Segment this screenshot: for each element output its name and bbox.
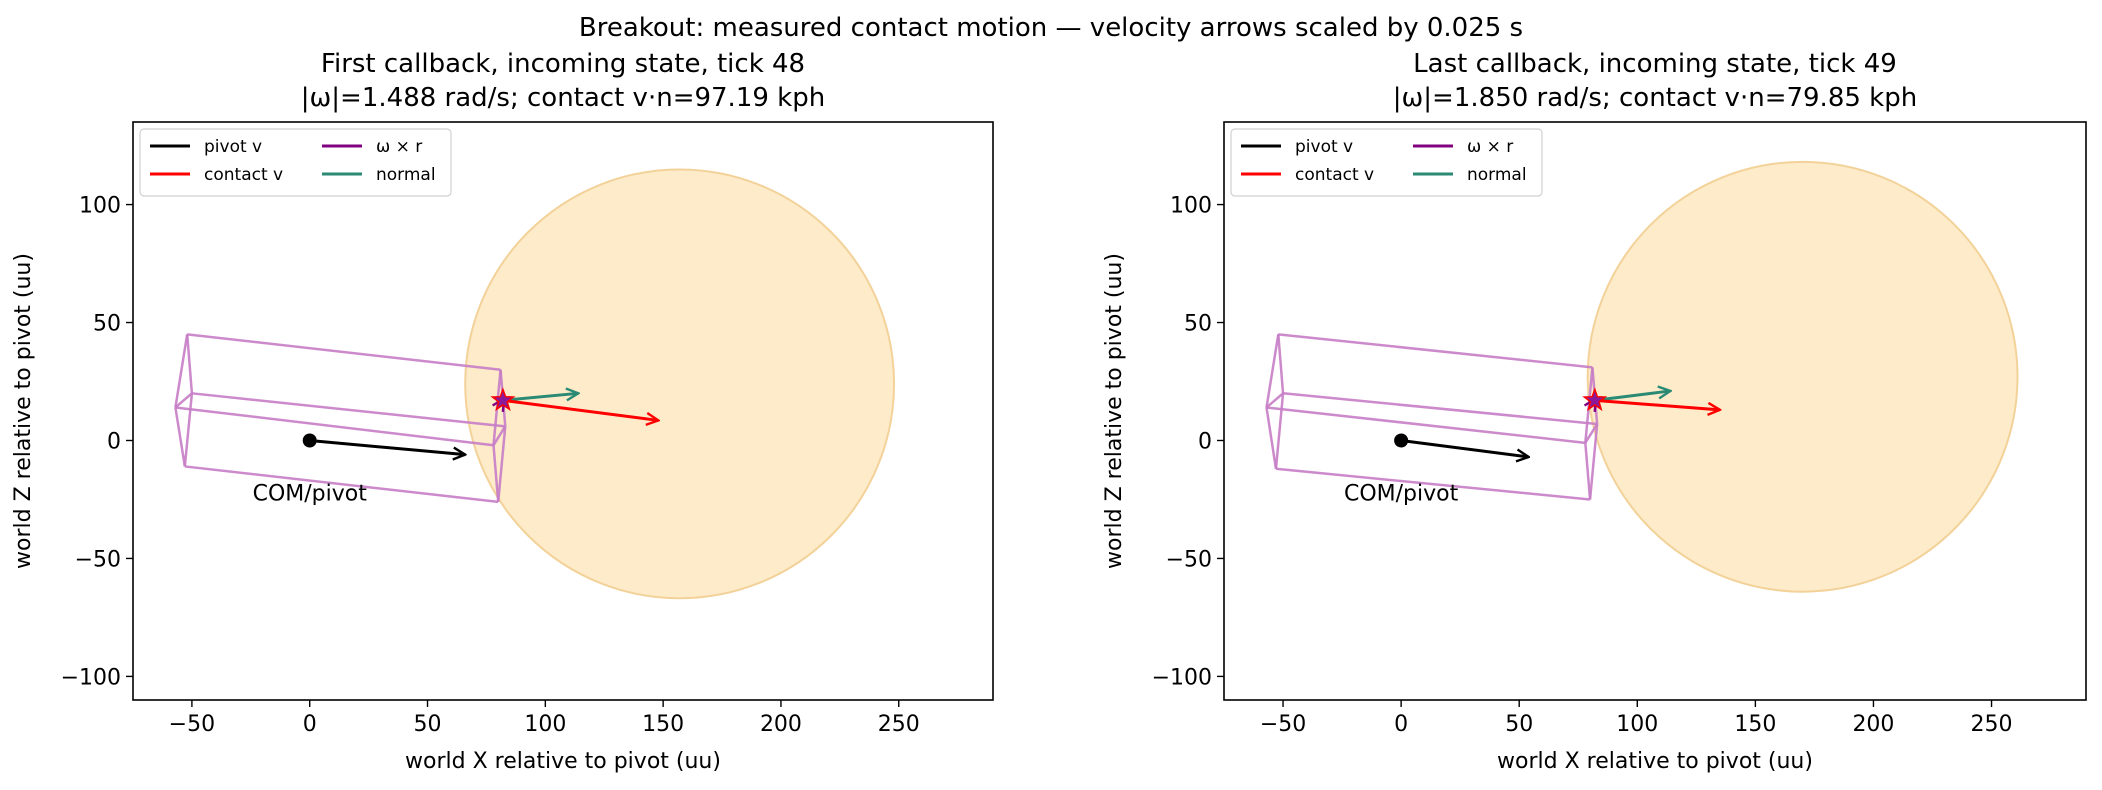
car-hitbox-edge xyxy=(174,334,189,408)
car-hitbox-edge xyxy=(492,445,500,502)
legend-label: normal xyxy=(376,165,436,185)
x-tick-label: 250 xyxy=(1971,712,2013,737)
y-tick-label: 50 xyxy=(93,312,121,337)
pivot-label: COM/pivot xyxy=(1344,481,1459,506)
pivot-label: COM/pivot xyxy=(253,481,368,506)
chart-title: Last callback, incoming state, tick 49 xyxy=(1413,49,1897,79)
car-hitbox-edge xyxy=(1265,392,1284,409)
y-axis-label: world Z relative to pivot (uu) xyxy=(11,253,36,569)
car-hitbox-edge xyxy=(1275,467,1591,501)
x-tick-label: −50 xyxy=(169,712,215,737)
car-hitbox-edge xyxy=(1588,423,1599,500)
x-tick-label: 100 xyxy=(1616,712,1658,737)
x-tick-label: 200 xyxy=(1852,712,1894,737)
figure-suptitle: Breakout: measured contact motion — velo… xyxy=(579,13,1523,43)
contact-point-marker xyxy=(490,387,516,412)
pivot-point xyxy=(1394,433,1409,448)
legend-frame xyxy=(1230,128,1543,197)
pivot-point xyxy=(302,433,317,448)
x-tick-label: 50 xyxy=(1505,712,1533,737)
car-hitbox-edge xyxy=(1266,406,1586,445)
y-tick-label: −50 xyxy=(1166,547,1212,572)
x-tick-label: 150 xyxy=(642,712,684,737)
car-hitbox-edge xyxy=(1277,334,1285,394)
y-tick-label: −100 xyxy=(61,665,121,690)
y-tick-label: −50 xyxy=(75,547,121,572)
y-tick-label: 100 xyxy=(79,194,121,219)
x-tick-label: −50 xyxy=(1260,712,1306,737)
x-tick-label: 50 xyxy=(414,712,442,737)
legend-label: ω × r xyxy=(1467,137,1513,157)
x-axis-label: world X relative to pivot (uu) xyxy=(1497,749,1813,774)
legend-label: contact v xyxy=(204,165,283,185)
chart-panel-1: First callback, incoming state, tick 48 |… xyxy=(11,49,994,774)
arrow-contact-v xyxy=(1594,398,1720,409)
legend-label: pivot v xyxy=(204,137,262,157)
plot-area: COM/pivot xyxy=(1265,160,2019,593)
legend-label: normal xyxy=(1467,165,1527,185)
car-hitbox-edge xyxy=(1278,333,1593,369)
legend-label: contact v xyxy=(1295,165,1374,185)
arrow-pivot-v xyxy=(1400,439,1529,457)
legend-frame xyxy=(139,128,452,197)
x-tick-label: 150 xyxy=(1734,712,1776,737)
car-hitbox-edge xyxy=(174,407,187,467)
legend: pivot v contact v ω × r normal xyxy=(1230,128,1543,197)
ball xyxy=(1586,160,2019,593)
y-axis-label: world Z relative to pivot (uu) xyxy=(1102,253,1127,569)
car-hitbox-edge xyxy=(1265,334,1280,408)
x-tick-label: 100 xyxy=(524,712,566,737)
arrow-normal xyxy=(502,393,578,402)
legend-label: ω × r xyxy=(376,137,422,157)
car-hitbox-edge xyxy=(1274,393,1285,469)
car-hitbox-edge xyxy=(183,393,194,467)
legend: pivot v contact v ω × r normal xyxy=(139,128,452,197)
car-hitbox-edge xyxy=(174,392,193,409)
chart-title: First callback, incoming state, tick 48 xyxy=(321,49,805,79)
car-hitbox-edge xyxy=(1584,423,1599,444)
contact-point-marker xyxy=(1582,387,1608,412)
car-hitbox-edge xyxy=(1584,442,1592,500)
ball xyxy=(464,168,896,600)
y-tick-label: 50 xyxy=(1184,312,1212,337)
chart-subtitle: |ω|=1.488 rad/s; contact v·n=97.19 kph xyxy=(301,83,825,113)
chart-panel-2: Last callback, incoming state, tick 49 |ω… xyxy=(1102,49,2087,774)
plot-area: COM/pivot xyxy=(174,168,896,600)
x-tick-label: 0 xyxy=(1394,712,1408,737)
y-tick-label: 0 xyxy=(1198,429,1212,454)
y-tick-label: 100 xyxy=(1170,194,1212,219)
legend-label: pivot v xyxy=(1295,137,1353,157)
car-hitbox-edge xyxy=(187,333,501,371)
x-tick-label: 250 xyxy=(878,712,920,737)
car-hitbox-edge xyxy=(185,334,194,394)
car-hitbox-edge xyxy=(492,425,507,446)
car-hitbox-edge xyxy=(496,426,507,502)
arrow-contact-v xyxy=(502,398,659,420)
chart-subtitle: |ω|=1.850 rad/s; contact v·n=79.85 kph xyxy=(1393,83,1917,113)
x-axis-label: world X relative to pivot (uu) xyxy=(405,749,721,774)
plot-frame xyxy=(132,121,994,701)
plot-frame xyxy=(1223,121,2087,701)
car-hitbox-edge xyxy=(184,465,499,504)
arrow-pivot-v xyxy=(309,438,466,454)
car-hitbox-edge xyxy=(175,406,494,447)
arrow-normal xyxy=(1594,391,1671,402)
x-tick-label: 0 xyxy=(303,712,317,737)
y-tick-label: 0 xyxy=(107,429,121,454)
x-tick-label: 200 xyxy=(760,712,802,737)
car-hitbox-edge xyxy=(1282,392,1598,426)
car-hitbox-edge xyxy=(191,392,506,428)
car-hitbox-edge xyxy=(1265,407,1278,469)
y-tick-label: −100 xyxy=(1152,665,1212,690)
